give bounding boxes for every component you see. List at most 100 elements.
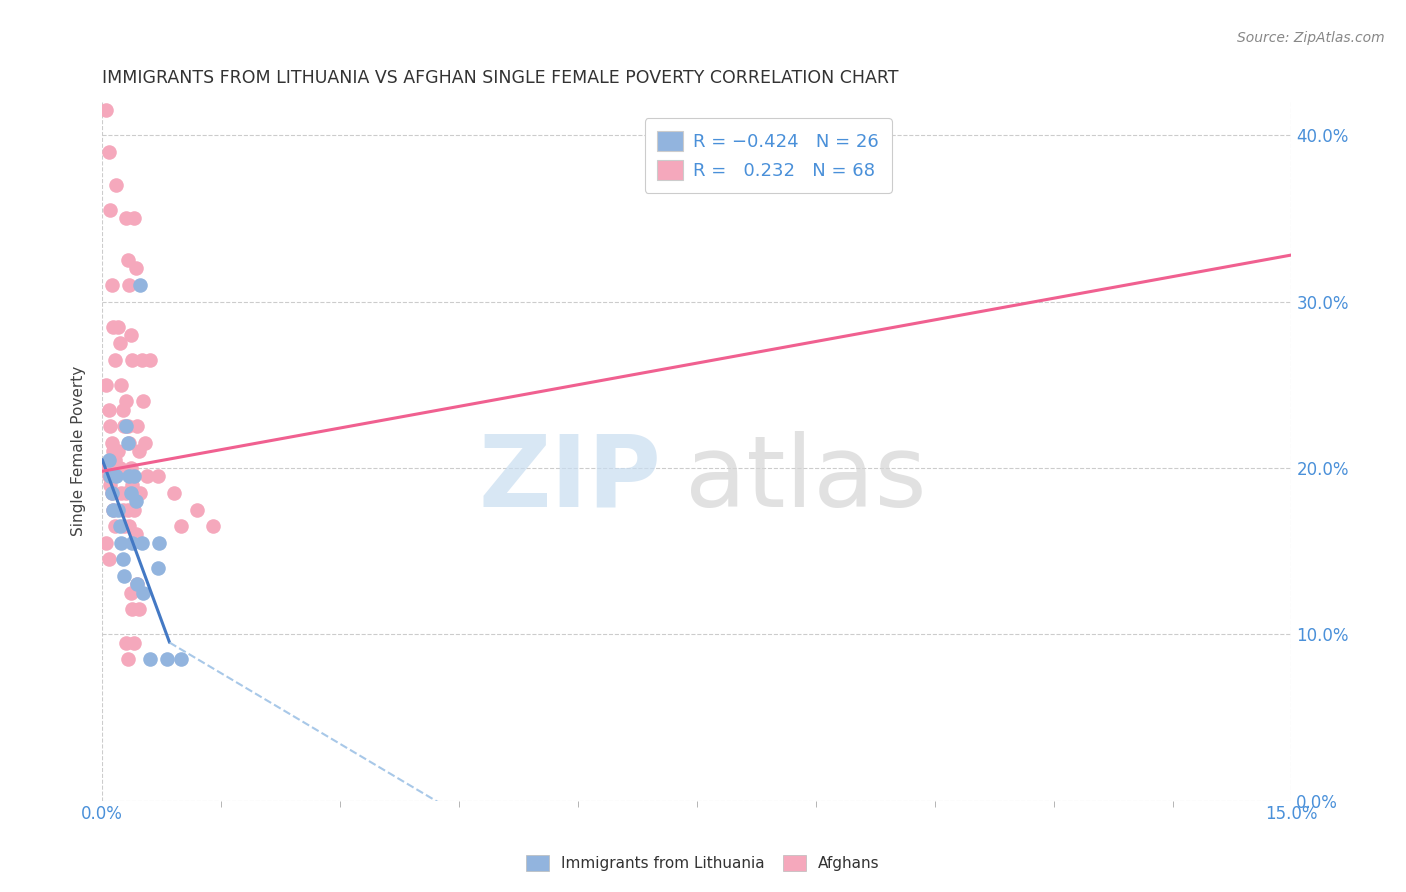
Point <box>121 536 143 550</box>
Point <box>108 336 131 351</box>
Point <box>96 461 118 475</box>
Point <box>162 486 184 500</box>
Point <box>146 560 169 574</box>
Point <box>112 419 135 434</box>
Text: ZIP: ZIP <box>478 431 661 528</box>
Point <box>132 585 155 599</box>
Point <box>124 494 146 508</box>
Point <box>111 402 134 417</box>
Point <box>107 319 129 334</box>
Point <box>129 277 152 292</box>
Point <box>134 436 156 450</box>
Y-axis label: Single Female Poverty: Single Female Poverty <box>72 367 86 536</box>
Point <box>111 502 134 516</box>
Point <box>98 477 121 491</box>
Point <box>186 502 208 516</box>
Point <box>117 252 139 267</box>
Point <box>105 469 128 483</box>
Point <box>121 352 143 367</box>
Point <box>100 486 122 500</box>
Point <box>104 352 127 367</box>
Point <box>170 652 193 666</box>
Point <box>124 527 146 541</box>
Point <box>104 519 127 533</box>
Point <box>118 519 141 533</box>
Point <box>97 145 120 159</box>
Point <box>120 461 142 475</box>
Point <box>98 469 121 483</box>
Point <box>115 211 138 226</box>
Text: atlas: atlas <box>685 431 927 528</box>
Point <box>132 394 155 409</box>
Point <box>115 635 138 649</box>
Point <box>98 203 121 218</box>
Point <box>139 652 162 666</box>
Point <box>117 419 139 434</box>
Point <box>146 469 169 483</box>
Point <box>100 486 122 500</box>
Point <box>112 569 135 583</box>
Point <box>120 486 142 500</box>
Point <box>120 585 142 599</box>
Point <box>148 536 170 550</box>
Point <box>118 436 141 450</box>
Point <box>122 211 145 226</box>
Point <box>129 486 152 500</box>
Point <box>117 652 139 666</box>
Point <box>107 502 129 516</box>
Point <box>118 469 141 483</box>
Point <box>127 419 149 434</box>
Point <box>96 377 118 392</box>
Legend: Immigrants from Lithuania, Afghans: Immigrants from Lithuania, Afghans <box>520 849 886 877</box>
Point <box>122 502 145 516</box>
Point <box>122 635 145 649</box>
Point <box>139 352 162 367</box>
Point <box>127 577 149 591</box>
Point <box>117 502 139 516</box>
Point <box>97 402 120 417</box>
Point <box>135 469 157 483</box>
Point <box>98 419 121 434</box>
Point <box>110 486 132 500</box>
Point <box>108 461 131 475</box>
Point <box>121 602 143 616</box>
Text: IMMIGRANTS FROM LITHUANIA VS AFGHAN SINGLE FEMALE POVERTY CORRELATION CHART: IMMIGRANTS FROM LITHUANIA VS AFGHAN SING… <box>103 69 898 87</box>
Point <box>131 352 153 367</box>
Point <box>103 444 125 458</box>
Point <box>118 277 141 292</box>
Point <box>128 444 150 458</box>
Point <box>100 277 122 292</box>
Point <box>112 519 135 533</box>
Point <box>104 452 127 467</box>
Legend: R = −0.424   N = 26, R =   0.232   N = 68: R = −0.424 N = 26, R = 0.232 N = 68 <box>644 118 891 193</box>
Point <box>156 652 179 666</box>
Point <box>103 502 125 516</box>
Point <box>117 436 139 450</box>
Point <box>131 536 153 550</box>
Point <box>120 327 142 342</box>
Point <box>110 536 132 550</box>
Point <box>97 452 120 467</box>
Point <box>127 577 149 591</box>
Point <box>124 261 146 276</box>
Point <box>103 502 125 516</box>
Point <box>202 519 225 533</box>
Point <box>111 552 134 566</box>
Point <box>97 469 120 483</box>
Point <box>110 377 132 392</box>
Point <box>115 394 138 409</box>
Text: Source: ZipAtlas.com: Source: ZipAtlas.com <box>1237 31 1385 45</box>
Point <box>170 519 193 533</box>
Point <box>115 419 138 434</box>
Point <box>108 519 131 533</box>
Point <box>96 103 118 118</box>
Point <box>107 444 129 458</box>
Point <box>96 536 118 550</box>
Point <box>105 178 128 193</box>
Point <box>97 552 120 566</box>
Point <box>115 486 138 500</box>
Point <box>103 319 125 334</box>
Point <box>122 469 145 483</box>
Point <box>100 436 122 450</box>
Point <box>128 602 150 616</box>
